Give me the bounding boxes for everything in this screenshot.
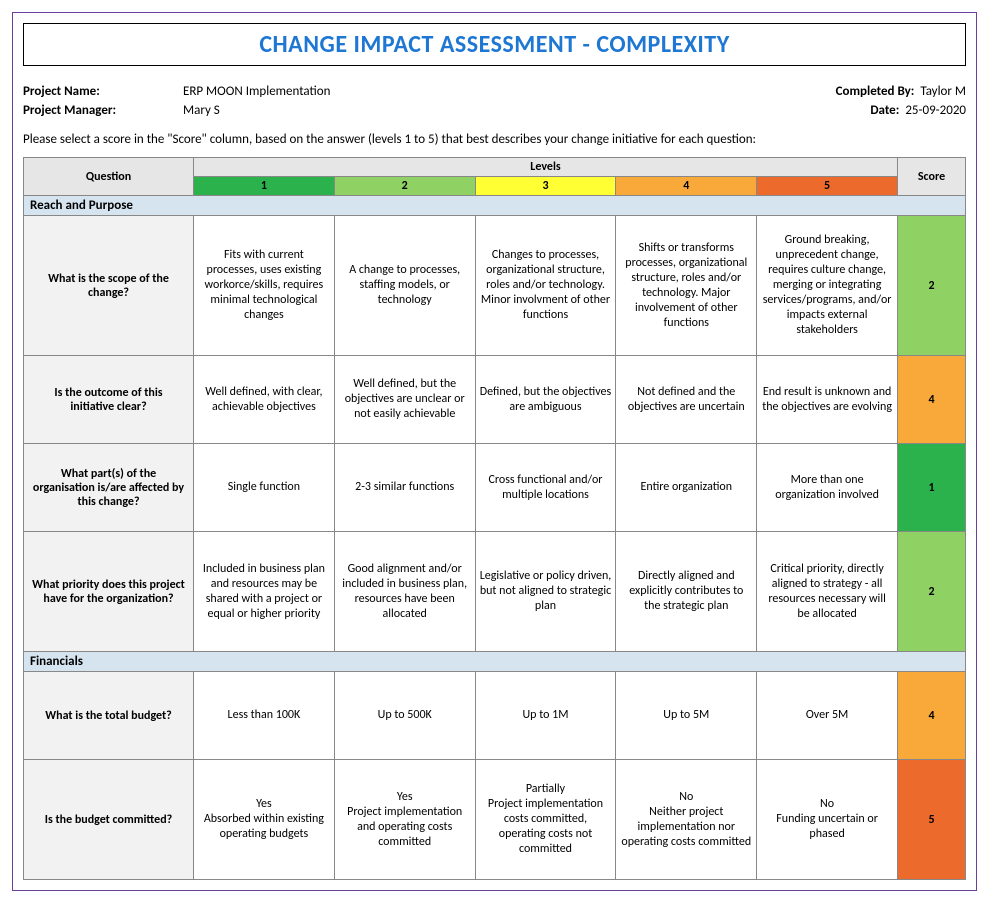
title-box: CHANGE IMPACT ASSESSMENT - COMPLEXITY bbox=[23, 23, 966, 66]
assessment-table: Question Levels Score 1 2 3 4 5 Reach an… bbox=[23, 157, 966, 880]
level-cell-3: Legislative or policy driven, but not al… bbox=[475, 532, 616, 652]
header-level-5: 5 bbox=[757, 177, 898, 196]
meta-project-name: Project Name: ERP MOON Implementation bbox=[23, 84, 330, 99]
date-label: Date: bbox=[870, 103, 899, 118]
level-cell-5: End result is unknown and the objectives… bbox=[757, 356, 898, 444]
level-cell-1: Single function bbox=[194, 444, 335, 532]
question-cell: What is the total budget? bbox=[24, 672, 194, 760]
level-cell-4: Entire organization bbox=[616, 444, 757, 532]
level-cell-4: NoNeither project implementation nor ope… bbox=[616, 760, 757, 880]
meta-completed-by: Completed By: Taylor M bbox=[836, 84, 966, 99]
question-row: What is the total budget?Less than 100KU… bbox=[24, 672, 966, 760]
page-container: CHANGE IMPACT ASSESSMENT - COMPLEXITY Pr… bbox=[12, 12, 977, 891]
level-cell-2: Well defined, but the objectives are unc… bbox=[334, 356, 475, 444]
header-level-4: 4 bbox=[616, 177, 757, 196]
score-cell[interactable]: 2 bbox=[898, 216, 966, 356]
score-cell[interactable]: 5 bbox=[898, 760, 966, 880]
project-manager-label: Project Manager: bbox=[23, 103, 183, 118]
level-cell-3: Up to 1M bbox=[475, 672, 616, 760]
level-cell-1: Fits with current processes, uses existi… bbox=[194, 216, 335, 356]
meta-project-manager: Project Manager: Mary S bbox=[23, 103, 220, 118]
level-cell-1: YesAbsorbed within existing operating bu… bbox=[194, 760, 335, 880]
project-name-value: ERP MOON Implementation bbox=[183, 84, 330, 99]
header-levels: Levels bbox=[194, 158, 898, 177]
meta-date: Date: 25-09-2020 bbox=[870, 103, 966, 118]
score-cell[interactable]: 4 bbox=[898, 672, 966, 760]
meta-row-1: Project Name: ERP MOON Implementation Co… bbox=[23, 84, 966, 99]
level-cell-3: PartiallyProject implementation costs co… bbox=[475, 760, 616, 880]
level-cell-3: Cross functional and/or multiple locatio… bbox=[475, 444, 616, 532]
project-manager-value: Mary S bbox=[183, 103, 220, 118]
level-cell-5: NoFunding uncertain or phased bbox=[757, 760, 898, 880]
table-body: Reach and PurposeWhat is the scope of th… bbox=[24, 196, 966, 880]
level-cell-5: More than one organization involved bbox=[757, 444, 898, 532]
completed-by-label: Completed By: bbox=[836, 84, 915, 99]
date-value: 25-09-2020 bbox=[905, 103, 966, 118]
level-cell-5: Critical priority, directly aligned to s… bbox=[757, 532, 898, 652]
project-name-label: Project Name: bbox=[23, 84, 183, 99]
score-cell[interactable]: 1 bbox=[898, 444, 966, 532]
score-cell[interactable]: 4 bbox=[898, 356, 966, 444]
question-cell: Is the budget committed? bbox=[24, 760, 194, 880]
page-title: CHANGE IMPACT ASSESSMENT - COMPLEXITY bbox=[24, 30, 965, 59]
header-score: Score bbox=[898, 158, 966, 196]
score-cell[interactable]: 2 bbox=[898, 532, 966, 652]
question-row: Is the outcome of this initiative clear?… bbox=[24, 356, 966, 444]
level-cell-1: Well defined, with clear, achievable obj… bbox=[194, 356, 335, 444]
header-level-1: 1 bbox=[194, 177, 335, 196]
level-cell-1: Included in business plan and resources … bbox=[194, 532, 335, 652]
level-cell-3: Changes to processes, organizational str… bbox=[475, 216, 616, 356]
section-header-row: Reach and Purpose bbox=[24, 196, 966, 216]
level-cell-2: A change to processes, staffing models, … bbox=[334, 216, 475, 356]
question-row: What is the scope of the change?Fits wit… bbox=[24, 216, 966, 356]
level-cell-4: Directly aligned and explicitly contribu… bbox=[616, 532, 757, 652]
section-header-cell: Financials bbox=[24, 652, 966, 672]
question-row: What priority does this project have for… bbox=[24, 532, 966, 652]
header-level-3: 3 bbox=[475, 177, 616, 196]
question-cell: Is the outcome of this initiative clear? bbox=[24, 356, 194, 444]
header-level-2: 2 bbox=[334, 177, 475, 196]
question-cell: What priority does this project have for… bbox=[24, 532, 194, 652]
level-cell-4: Shifts or transforms processes, organiza… bbox=[616, 216, 757, 356]
level-cell-3: Defined, but the objectives are ambiguou… bbox=[475, 356, 616, 444]
question-cell: What is the scope of the change? bbox=[24, 216, 194, 356]
level-cell-1: Less than 100K bbox=[194, 672, 335, 760]
completed-by-value: Taylor M bbox=[920, 84, 966, 99]
level-cell-2: Up to 500K bbox=[334, 672, 475, 760]
question-row: What part(s) of the organisation is/are … bbox=[24, 444, 966, 532]
instructions-text: Please select a score in the "Score" col… bbox=[23, 132, 966, 147]
meta-row-2: Project Manager: Mary S Date: 25-09-2020 bbox=[23, 103, 966, 118]
section-header-cell: Reach and Purpose bbox=[24, 196, 966, 216]
level-cell-5: Ground breaking, unprecedent change, req… bbox=[757, 216, 898, 356]
level-cell-5: Over 5M bbox=[757, 672, 898, 760]
level-cell-4: Not defined and the objectives are uncer… bbox=[616, 356, 757, 444]
question-row: Is the budget committed?YesAbsorbed with… bbox=[24, 760, 966, 880]
level-cell-2: Good alignment and/or included in busine… bbox=[334, 532, 475, 652]
header-question: Question bbox=[24, 158, 194, 196]
level-cell-4: Up to 5M bbox=[616, 672, 757, 760]
level-cell-2: 2-3 similar functions bbox=[334, 444, 475, 532]
question-cell: What part(s) of the organisation is/are … bbox=[24, 444, 194, 532]
table-header: Question Levels Score 1 2 3 4 5 bbox=[24, 158, 966, 196]
level-cell-2: YesProject implementation and operating … bbox=[334, 760, 475, 880]
section-header-row: Financials bbox=[24, 652, 966, 672]
